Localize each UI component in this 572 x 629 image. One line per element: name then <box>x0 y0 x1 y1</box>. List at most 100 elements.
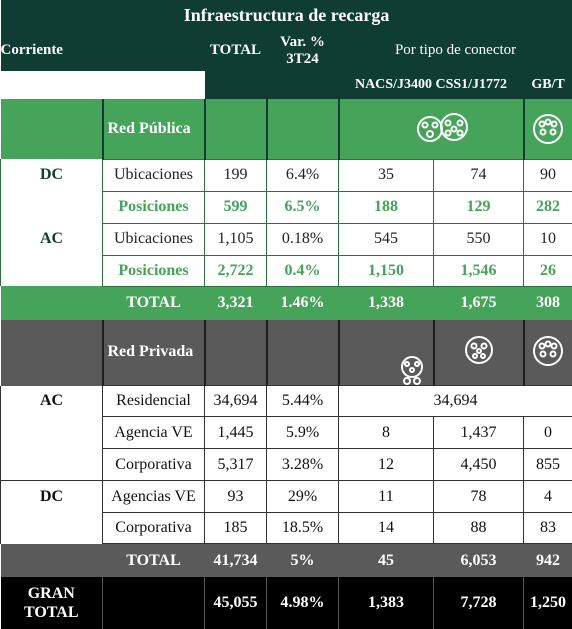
ac-label: AC <box>1 386 103 417</box>
blank-grey-cell <box>267 320 339 386</box>
blank-green-cell <box>205 99 267 159</box>
row-type: Posiciones <box>103 255 205 286</box>
row-type: Posiciones <box>103 191 205 223</box>
table-row: AC Ubicaciones 1,105 0.18% 545 550 10 <box>1 223 572 255</box>
blank-cell <box>1 71 205 99</box>
row-type: Ubicaciones <box>103 223 205 255</box>
header-var-period: 3T24 <box>286 51 319 67</box>
header-por-tipo: Por tipo de conector <box>339 30 572 71</box>
row-var: 18.5% <box>267 513 339 544</box>
red-publica-header: Red Pública <box>1 99 572 159</box>
row-type: Corporativa <box>103 513 205 544</box>
blank-black-cell <box>103 577 205 629</box>
row-c2: 78 <box>434 481 524 513</box>
blank-dark-cell <box>267 71 339 99</box>
dc-label: DC <box>1 159 103 191</box>
blank-cell <box>1 449 103 481</box>
privada-j1772-icon-cell <box>434 320 524 386</box>
connector-nacs-label: NACS/J3400 <box>355 77 432 92</box>
row-var: 6.5% <box>267 191 339 223</box>
row-c2: 74 <box>434 159 524 191</box>
row-c3: 83 <box>524 513 572 544</box>
row-total: 93 <box>205 481 267 513</box>
row-total: 5,317 <box>205 449 267 481</box>
blank-cell <box>1 255 103 286</box>
grand-total: 45,055 <box>205 577 267 629</box>
total-var: 5% <box>267 544 339 578</box>
row-c1: 1,150 <box>339 255 434 286</box>
publica-total-row: TOTAL 3,321 1.46% 1,338 1,675 308 <box>1 286 572 320</box>
row-c3: 855 <box>524 449 572 481</box>
privada-total-row: TOTAL 41,734 5% 45 6,053 942 <box>1 544 572 578</box>
dc-label: DC <box>1 481 103 513</box>
row-c1: 188 <box>339 191 434 223</box>
header-row: Corriente TOTAL Var. %3T24 Por tipo de c… <box>1 30 572 71</box>
connector-labels: NACS/J3400 CSS1/J1772 <box>339 71 524 99</box>
row-merged-connectors: 34,694 <box>339 386 572 417</box>
connector-gbt-icon <box>531 112 565 146</box>
row-var: 0.18% <box>267 223 339 255</box>
privada-nacs-icon-cell <box>339 320 434 386</box>
row-var: 5.44% <box>267 386 339 417</box>
total-var: 1.46% <box>267 286 339 320</box>
total-label: TOTAL <box>103 544 205 578</box>
connector-nacs-icon <box>416 112 472 146</box>
grand-c3: 1,250 <box>524 577 572 629</box>
grand-c2: 7,728 <box>434 577 524 629</box>
total-total: 41,734 <box>205 544 267 578</box>
connector-header-row: NACS/J3400 CSS1/J1772 GB/T <box>1 71 572 99</box>
red-privada-header: Red Privada <box>1 320 572 386</box>
total-c1: 1,338 <box>339 286 434 320</box>
row-c3: 90 <box>524 159 572 191</box>
row-c1: 35 <box>339 159 434 191</box>
total-label: TOTAL <box>103 286 205 320</box>
blank-cell <box>1 191 103 223</box>
connector-gbt-icon <box>531 334 565 368</box>
row-c1: 14 <box>339 513 434 544</box>
row-total: 34,694 <box>205 386 267 417</box>
row-var: 6.4% <box>267 159 339 191</box>
connector-ccs1-icon <box>395 355 429 385</box>
table-row: DC Agencias VE 93 29% 11 78 4 <box>1 481 572 513</box>
row-var: 29% <box>267 481 339 513</box>
row-c2: 129 <box>434 191 524 223</box>
total-total: 3,321 <box>205 286 267 320</box>
connector-gbt-label: GB/T <box>524 71 572 99</box>
table-row: Posiciones 2,722 0.4% 1,150 1,546 26 <box>1 255 572 286</box>
row-c2: 1,546 <box>434 255 524 286</box>
publica-gbt-icon-cell <box>524 99 572 159</box>
connector-j1772-icon <box>463 334 495 366</box>
row-c3: 26 <box>524 255 572 286</box>
publica-connector-icons <box>339 99 524 159</box>
connector-ccs1-label: CSS1/J1772 <box>435 77 507 92</box>
blank-cell <box>1 417 103 449</box>
row-type: Agencia VE <box>103 417 205 449</box>
row-c2: 550 <box>434 223 524 255</box>
row-type: Residencial <box>103 386 205 417</box>
row-c2: 1,437 <box>434 417 524 449</box>
total-c2: 6,053 <box>434 544 524 578</box>
title-row: Infraestructura de recarga <box>1 0 572 30</box>
table-row: Posiciones 599 6.5% 188 129 282 <box>1 191 572 223</box>
row-var: 3.28% <box>267 449 339 481</box>
red-privada-label: Red Privada <box>103 320 205 386</box>
header-corriente: Corriente <box>1 30 205 71</box>
table-title: Infraestructura de recarga <box>1 0 572 30</box>
blank-green-cell <box>267 99 339 159</box>
table-row: Agencia VE 1,445 5.9% 8 1,437 0 <box>1 417 572 449</box>
row-total: 1,445 <box>205 417 267 449</box>
row-total: 185 <box>205 513 267 544</box>
row-var: 5.9% <box>267 417 339 449</box>
row-c1: 545 <box>339 223 434 255</box>
grand-var: 4.98% <box>267 577 339 629</box>
header-total: TOTAL <box>205 30 267 71</box>
grand-c1: 1,383 <box>339 577 434 629</box>
blank-grey-cell <box>1 320 103 386</box>
row-c1: 11 <box>339 481 434 513</box>
total-c3: 942 <box>524 544 572 578</box>
blank-grey-cell <box>205 320 267 386</box>
